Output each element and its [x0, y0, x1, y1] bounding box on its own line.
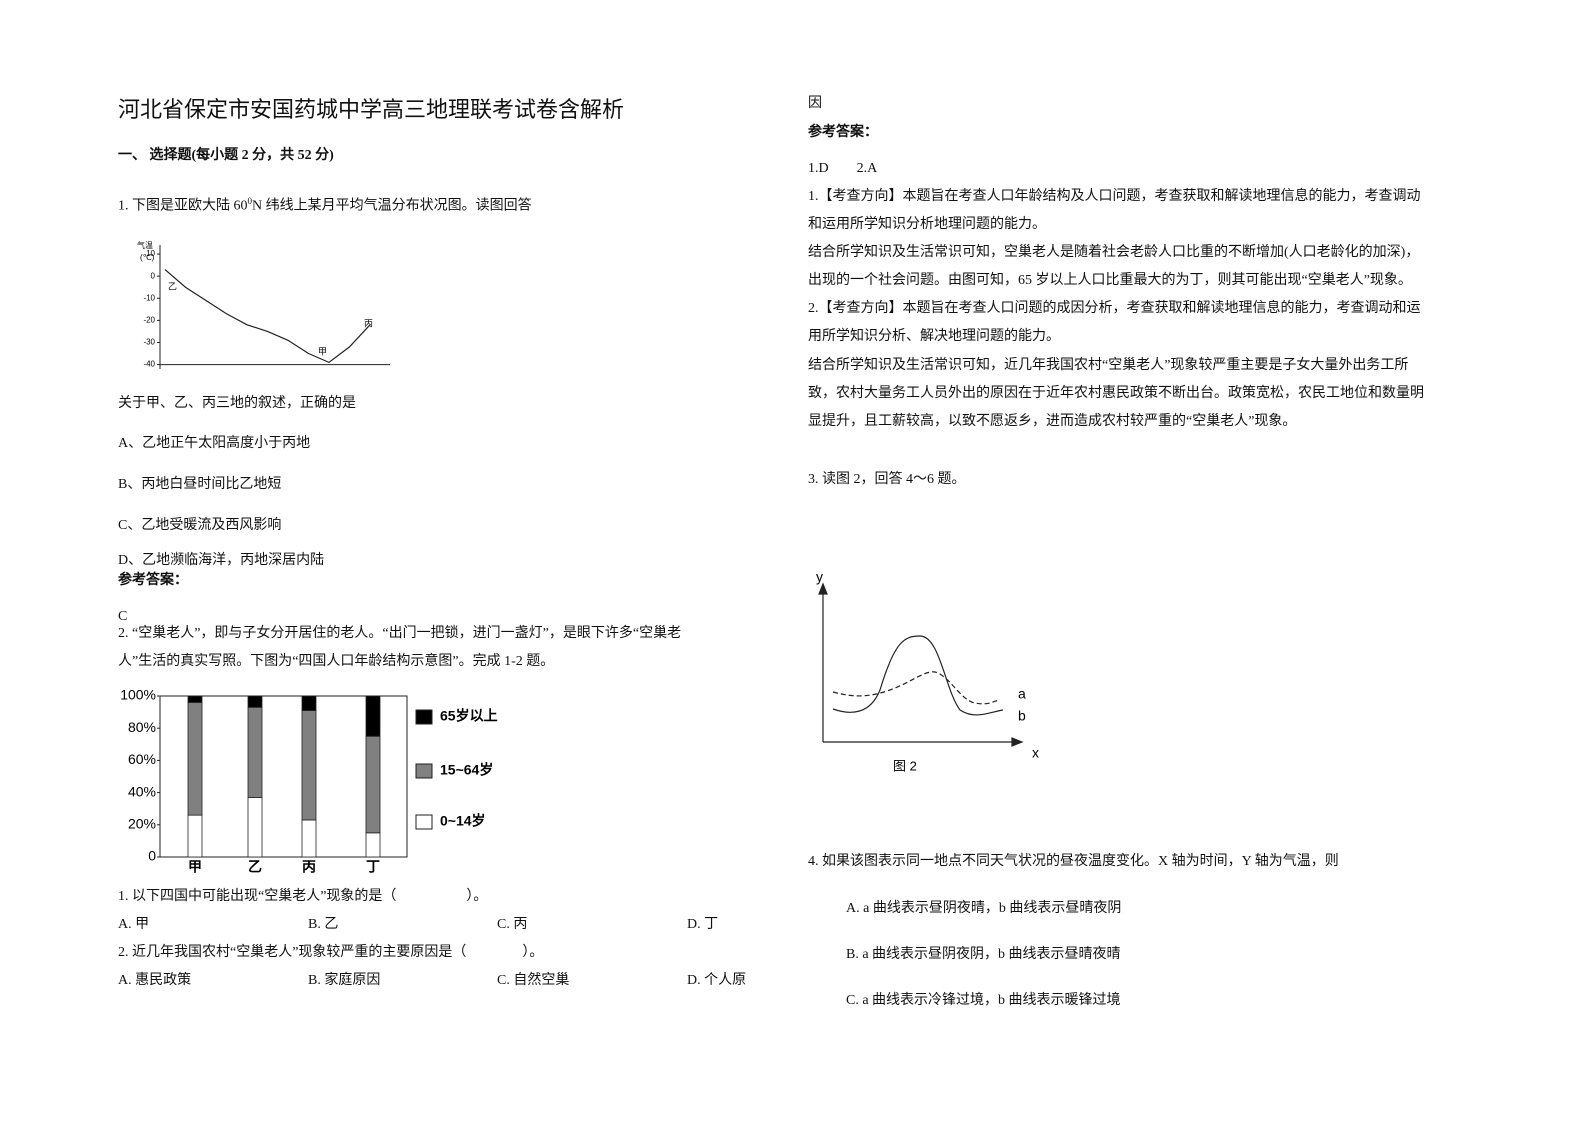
- y-tick-label: 0: [148, 848, 156, 864]
- point-label: 甲: [318, 346, 327, 356]
- text-line: 人”生活的真实写照。下图为“四国人口年龄结构示意图”。完成 1-2 题。: [118, 654, 555, 669]
- text-line: 参考答案：: [808, 125, 878, 140]
- curve-b: [832, 635, 1004, 716]
- y-tick-label: 60%: [128, 751, 156, 767]
- option: D. 丁: [687, 917, 719, 932]
- text-line: 显提升，且工薪较高，以致不愿返乡，进而造成农村较严重的“空巢老人”现象。: [808, 414, 1297, 429]
- text-line: D、乙地濒临海洋，丙地深居内陆: [118, 553, 325, 568]
- y-tick-label: -10: [143, 293, 155, 302]
- option: A. 甲: [118, 917, 150, 932]
- legend-swatch: [415, 763, 433, 779]
- bar-segment: [365, 832, 381, 858]
- text-line: 2. 近几年我国农村“空巢老人”现象较严重的主要原因是（ ）。: [118, 945, 544, 960]
- text-line: B. a 曲线表示昼阴夜阴，b 曲线表示昼晴夜晴: [846, 947, 1121, 962]
- text-line: C、乙地受暖流及西风影响: [118, 518, 282, 533]
- curve-label: a: [1018, 686, 1026, 702]
- text-line: 1.【考查方向】本题旨在考查人口年龄结构及人口问题，考查获取和解读地理信息的能力…: [808, 189, 1421, 204]
- figure-2: [818, 582, 1024, 747]
- text: N 纬线上某月平均气温分布状况图。读图回答: [252, 198, 532, 214]
- legend-swatch: [415, 709, 433, 725]
- x-tick-label: 乙: [248, 859, 262, 875]
- axis-label: 气温: [137, 240, 153, 250]
- axis-unit: (℃): [140, 253, 155, 262]
- legend-label: 65岁以上: [440, 708, 498, 724]
- x-tick-label: 丁: [366, 859, 380, 875]
- text: 1. 下图是亚欧大陆 60: [118, 198, 248, 214]
- text-line: 结合所学知识及生活常识可知，近几年我国农村“空巢老人”现象较严重主要是子女大量外…: [808, 358, 1409, 373]
- axis-label: x: [1032, 745, 1039, 761]
- text-line: C: [118, 609, 128, 624]
- bar-segment: [365, 735, 381, 834]
- bar-segment: [301, 710, 317, 821]
- question-stem: 1. 下图是亚欧大陆 600N 纬线上某月平均气温分布状况图。读图回答: [118, 191, 532, 217]
- x-tick-label: 丙: [302, 859, 316, 875]
- y-tick-label: 20%: [128, 816, 156, 832]
- bar-segment: [301, 695, 317, 711]
- text-line: 和运用所学知识分析地理问题的能力。: [808, 217, 1046, 232]
- bar-segment: [301, 819, 317, 858]
- bar-segment: [247, 797, 263, 858]
- legend-swatch: [415, 814, 433, 830]
- text-line: 2.【考查方向】本题旨在考查人口问题的成因分析，考查获取和解读地理信息的能力，考…: [808, 301, 1421, 316]
- curve-a: [832, 671, 1001, 705]
- text-line: A、乙地正午太阳高度小于丙地: [118, 436, 311, 451]
- text-line: 关于甲、乙、丙三地的叙述，正确的是: [118, 396, 356, 411]
- legend-label: 15~64岁: [440, 762, 493, 778]
- text-line: 参考答案：: [118, 573, 188, 588]
- y-tick-label: -40: [143, 360, 155, 369]
- axis-label: y: [816, 569, 823, 585]
- point-label: 乙: [168, 281, 177, 291]
- figure-caption: 图 2: [893, 758, 917, 773]
- text-line: B、丙地白昼时间比乙地短: [118, 477, 282, 492]
- text-line: 2. “空巢老人”，即与子女分开居住的老人。“出门一把锁，进门一盏灯”，是眼下许…: [118, 626, 682, 641]
- y-tick-label: 40%: [128, 783, 156, 799]
- y-tick-label: -20: [143, 315, 155, 324]
- curve-label: b: [1018, 708, 1026, 724]
- text-line: C. a 曲线表示冷锋过境，b 曲线表示暖锋过境: [846, 993, 1121, 1008]
- point-label: 丙: [364, 318, 373, 328]
- plot-frame: [159, 695, 408, 858]
- bar-segment: [187, 702, 203, 816]
- text-line: 1.D 2.A: [808, 161, 878, 176]
- arrow: [818, 582, 828, 595]
- bar-segment: [365, 695, 381, 737]
- option: B. 家庭原因: [308, 973, 381, 988]
- text-line: 4. 如果该图表示同一地点不同天气状况的昼夜温度变化。X 轴为时间，Y 轴为气温…: [808, 854, 1339, 869]
- text-line: 出现的一个社会问题。由图可知，65 岁以上人口比重最大的为丁，则其可能出现“空巢…: [808, 273, 1412, 288]
- legend-label: 0~14岁: [440, 813, 486, 829]
- bar-segment: [187, 695, 203, 703]
- x-tick-label: 甲: [188, 859, 202, 875]
- superscript: 0: [247, 196, 253, 206]
- text-line: 1. 以下四国中可能出现“空巢老人”现象的是（ ）。: [118, 889, 488, 904]
- y-tick-label: 100%: [120, 687, 156, 703]
- y-tick-label: 0: [151, 271, 156, 280]
- option: A. 惠民政策: [118, 973, 192, 988]
- y-tick-label: 80%: [128, 719, 156, 735]
- temperature-curve: [164, 269, 371, 364]
- text-line: 3. 读图 2，回答 4～6 题。: [808, 472, 966, 487]
- option: D. 个人原: [687, 973, 747, 988]
- option: B. 乙: [308, 917, 339, 932]
- y-tick-label: -30: [143, 338, 155, 347]
- doc-title: 河北省保定市安国药城中学高三地理联考试卷含解析: [118, 97, 625, 122]
- bar-segment: [187, 814, 203, 858]
- section-heading: 一、 选择题(每小题 2 分，共 52 分): [118, 148, 334, 163]
- arrow: [1011, 737, 1024, 747]
- text-line: 致，农村大量务工人员外出的原因在于近年农村惠民政策不断出台。政策宽松，农民工地位…: [808, 386, 1424, 401]
- option: C. 自然空巢: [497, 973, 570, 988]
- text-line: 结合所学知识及生活常识可知，空巢老人是随着社会老龄人口比重的不断增加(人口老龄化…: [808, 245, 1420, 260]
- bar-segment: [247, 695, 263, 708]
- text-line: 因: [808, 96, 822, 111]
- option: C. 丙: [497, 917, 528, 932]
- text-line: 用所学知识分析、解决地理问题的能力。: [808, 329, 1060, 344]
- text-line: A. a 曲线表示昼阴夜晴，b 曲线表示昼晴夜阴: [846, 901, 1122, 916]
- bar-segment: [247, 706, 263, 798]
- y-tick-label: 10: [146, 249, 155, 258]
